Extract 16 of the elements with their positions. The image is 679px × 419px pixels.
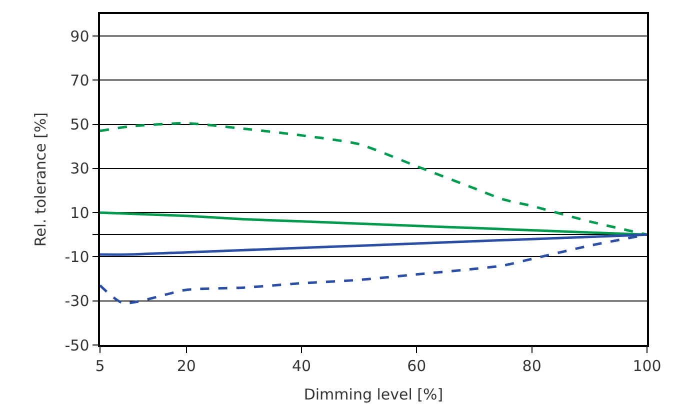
y-tick-label: 10 xyxy=(70,204,90,222)
x-tick-label: 80 xyxy=(522,356,542,375)
x-axis-title: Dimming level [%] xyxy=(304,385,444,404)
x-tick-label: 20 xyxy=(176,356,196,375)
y-tick-label: -30 xyxy=(64,292,90,310)
x-tick-label: 60 xyxy=(407,356,426,375)
x-tick-label: 100 xyxy=(632,356,662,375)
y-axis-title: Rel. tolerance [%] xyxy=(32,112,50,247)
x-tick-label: 5 xyxy=(95,356,105,375)
y-tick-label: 90 xyxy=(70,27,90,46)
y-tick-label: 50 xyxy=(70,116,90,134)
y-tick-label: -10 xyxy=(64,248,90,266)
x-tick-label: 40 xyxy=(292,356,312,375)
y-tick-label: 70 xyxy=(70,71,90,90)
y-tick-label: -50 xyxy=(64,336,90,354)
y-tick-label: 30 xyxy=(70,160,90,178)
